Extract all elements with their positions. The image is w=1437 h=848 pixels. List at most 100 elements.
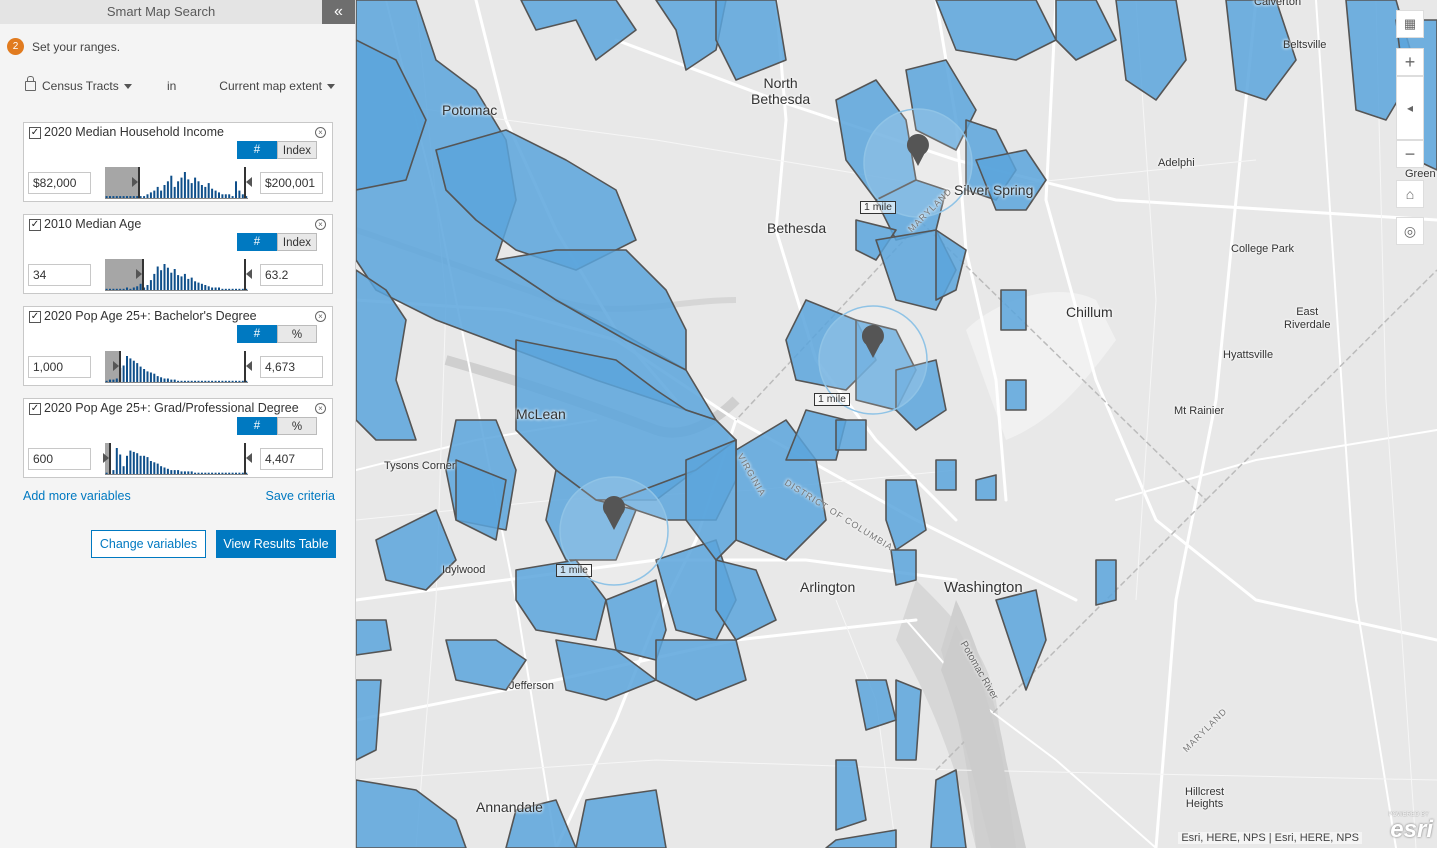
histogram-bar	[160, 466, 163, 474]
max-handle-arrow-icon[interactable]	[245, 453, 252, 463]
value-type-toggle: # Index	[237, 233, 317, 251]
max-range-handle[interactable]	[243, 259, 246, 290]
locate-icon[interactable]: ◎	[1396, 217, 1424, 245]
toggle-percent[interactable]: %	[277, 417, 317, 435]
histogram-bar	[139, 455, 142, 474]
histogram-bar	[238, 472, 241, 474]
max-value-input[interactable]: 4,673	[260, 356, 323, 378]
location-pin-icon[interactable]	[601, 494, 627, 530]
min-handle-arrow-icon[interactable]	[131, 177, 138, 187]
histogram-bar	[214, 190, 217, 198]
histogram-bar	[146, 194, 149, 198]
zoom-out-button[interactable]: −	[1396, 140, 1424, 168]
max-range-handle[interactable]	[243, 443, 246, 474]
toggle-count[interactable]: #	[237, 417, 277, 435]
histogram-bar	[126, 455, 128, 474]
histogram-bar	[109, 196, 111, 198]
min-range-handle[interactable]	[137, 167, 140, 198]
min-value-input[interactable]: 1,000	[28, 356, 91, 378]
histogram-bar	[190, 380, 193, 382]
histogram-bar	[241, 472, 244, 474]
buffer-distance-label: 1 mile	[860, 201, 897, 214]
location-pin-icon[interactable]	[905, 132, 931, 168]
place-label: Annandale	[476, 799, 543, 815]
histogram-bar	[160, 270, 163, 290]
range-histogram[interactable]	[105, 259, 252, 291]
min-range-handle[interactable]	[119, 351, 122, 382]
min-value-input[interactable]: $82,000	[28, 172, 91, 194]
view-results-table-button[interactable]: View Results Table	[216, 530, 336, 558]
histogram-bar	[235, 288, 237, 290]
remove-variable-icon[interactable]: ×	[315, 219, 326, 230]
variable-checkbox[interactable]: ✓	[29, 219, 41, 231]
variable-checkbox[interactable]: ✓	[29, 127, 41, 139]
basemap-gallery-icon[interactable]: ▦	[1396, 10, 1424, 38]
max-value-input[interactable]: 63.2	[260, 264, 323, 286]
remove-variable-icon[interactable]: ×	[315, 403, 326, 414]
histogram-bar	[146, 285, 149, 290]
histogram-bar	[221, 194, 224, 198]
range-histogram[interactable]	[105, 167, 252, 199]
histogram-bar	[231, 472, 234, 474]
max-range-handle[interactable]	[243, 351, 246, 382]
variable-checkbox[interactable]: ✓	[29, 403, 41, 415]
histogram-bar	[177, 470, 180, 474]
histogram-bar	[190, 471, 193, 474]
geography-dropdown[interactable]: Census Tracts	[25, 76, 132, 93]
histogram-bar	[132, 196, 135, 198]
map-view[interactable]: 1 mile 1 mile 1 mile Potomac North Bethe…	[356, 0, 1437, 848]
histogram-bar	[166, 468, 169, 474]
toggle-percent[interactable]: %	[277, 325, 317, 343]
min-handle-arrow-icon[interactable]	[103, 453, 110, 463]
min-range-handle[interactable]	[142, 259, 145, 290]
add-more-variables-link[interactable]: Add more variables	[23, 489, 131, 503]
place-label: Hyattsville	[1223, 349, 1274, 361]
histogram-bar	[224, 380, 227, 382]
histogram-bar	[231, 196, 234, 198]
histogram-bar	[156, 376, 159, 382]
value-type-toggle: # Index	[237, 141, 317, 159]
histogram-bar	[241, 380, 244, 382]
range-histogram[interactable]	[105, 351, 252, 383]
histogram-bar	[211, 188, 214, 198]
histogram-bar	[163, 185, 166, 198]
location-pin-icon[interactable]	[860, 323, 886, 359]
histogram-bar	[197, 181, 200, 198]
toggle-count[interactable]: #	[237, 325, 277, 343]
place-label: Green	[1405, 168, 1436, 180]
min-handle-arrow-icon[interactable]	[136, 269, 143, 279]
min-handle-arrow-icon[interactable]	[113, 361, 120, 371]
histogram-bar	[163, 467, 166, 474]
histogram-bar	[173, 186, 176, 198]
home-icon[interactable]: ⌂	[1396, 180, 1424, 208]
powered-by-text: POWERED BY	[1388, 812, 1429, 818]
variable-card: ✓ 2020 Pop Age 25+: Grad/Professional De…	[23, 398, 333, 478]
variable-checkbox[interactable]: ✓	[29, 311, 41, 323]
toggle-index[interactable]: Index	[277, 141, 317, 159]
histogram-bar	[119, 288, 122, 290]
max-value-input[interactable]: $200,001	[260, 172, 323, 194]
min-range-handle[interactable]	[109, 443, 112, 474]
max-range-handle[interactable]	[243, 167, 246, 198]
max-handle-arrow-icon[interactable]	[245, 177, 252, 187]
min-value-input[interactable]: 600	[28, 448, 91, 470]
toggle-index[interactable]: Index	[277, 233, 317, 251]
min-value-input[interactable]: 34	[28, 264, 91, 286]
extent-dropdown[interactable]: Current map extent	[219, 79, 335, 93]
remove-variable-icon[interactable]: ×	[315, 127, 326, 138]
change-variables-button[interactable]: Change variables	[91, 530, 206, 558]
toggle-count[interactable]: #	[237, 233, 277, 251]
collapse-panel-button[interactable]: «	[322, 0, 355, 24]
zoom-slider[interactable]: ◂	[1396, 76, 1424, 140]
save-criteria-link[interactable]: Save criteria	[265, 489, 335, 503]
zoom-in-button[interactable]: +	[1396, 48, 1424, 76]
max-handle-arrow-icon[interactable]	[245, 361, 252, 371]
max-value-input[interactable]: 4,407	[260, 448, 323, 470]
toggle-count[interactable]: #	[237, 141, 277, 159]
max-handle-arrow-icon[interactable]	[245, 269, 252, 279]
range-histogram[interactable]	[103, 443, 252, 475]
histogram-bar	[228, 288, 231, 290]
histogram-bar	[218, 472, 220, 474]
remove-variable-icon[interactable]: ×	[315, 311, 326, 322]
variable-card: ✓ 2020 Pop Age 25+: Bachelor's Degree × …	[23, 306, 333, 386]
